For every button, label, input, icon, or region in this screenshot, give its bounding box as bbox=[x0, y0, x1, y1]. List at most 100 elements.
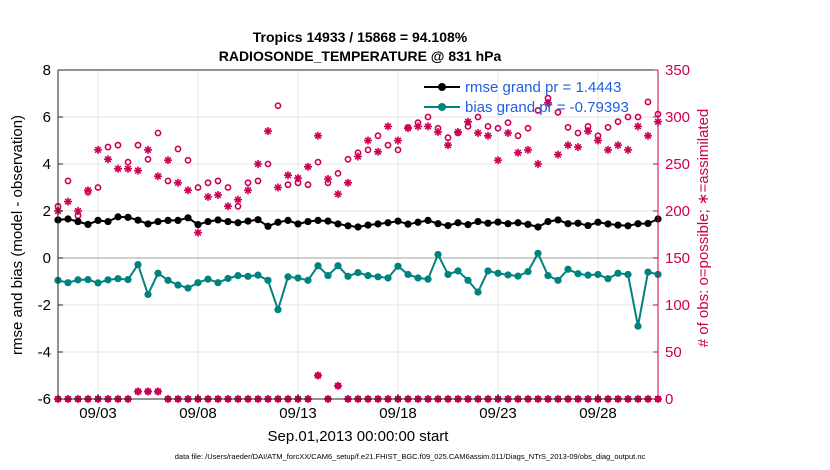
rmse-point bbox=[64, 215, 72, 223]
rmse-point bbox=[354, 223, 362, 231]
assimilated-point bbox=[94, 145, 102, 154]
bias-point bbox=[234, 272, 242, 280]
rmse-point bbox=[434, 220, 442, 228]
chart-subtitle: RADIOSONDE_TEMPERATURE @ 831 hPa bbox=[219, 48, 502, 64]
assimilated-point bbox=[214, 191, 222, 199]
rmse-point bbox=[244, 217, 252, 225]
assimilated-point bbox=[494, 156, 502, 165]
possible-point bbox=[184, 156, 192, 164]
bias-point bbox=[174, 281, 182, 289]
bias-point bbox=[204, 275, 212, 283]
y2-tick-label: 350 bbox=[665, 62, 690, 79]
rmse-point bbox=[174, 216, 182, 224]
bias-point bbox=[364, 272, 372, 280]
possible-point bbox=[374, 132, 382, 140]
bias-point bbox=[84, 276, 92, 284]
possible-point bbox=[274, 102, 282, 110]
assimilated-point bbox=[174, 178, 182, 187]
bias-point bbox=[74, 276, 82, 284]
rmse-point bbox=[254, 216, 262, 224]
bias-point bbox=[194, 279, 202, 287]
assimilated-point bbox=[284, 171, 292, 180]
bias-point bbox=[314, 262, 322, 270]
possible-point bbox=[644, 98, 652, 106]
assimilated-point bbox=[134, 166, 142, 175]
rmse-point bbox=[414, 218, 422, 226]
y2-tick-label: 200 bbox=[665, 203, 690, 220]
rmse-point bbox=[484, 219, 492, 227]
legend-bias-marker bbox=[438, 103, 446, 111]
assimilated-point bbox=[374, 147, 382, 156]
bias-point bbox=[184, 284, 192, 292]
possible-point bbox=[224, 184, 232, 191]
possible-point bbox=[164, 177, 172, 185]
y2-tick-label: 50 bbox=[665, 344, 682, 361]
rmse-point bbox=[214, 216, 222, 224]
possible-point bbox=[514, 132, 522, 140]
assimilated-point bbox=[524, 145, 532, 154]
possible-point bbox=[214, 177, 222, 185]
rmse-point bbox=[334, 220, 342, 228]
assimilated-point bbox=[344, 178, 352, 187]
rmse-point bbox=[124, 213, 132, 221]
bias-point bbox=[284, 273, 292, 281]
bias-point bbox=[274, 306, 282, 314]
possible-lower-point bbox=[154, 388, 162, 395]
rmse-point bbox=[504, 220, 512, 228]
possible-point bbox=[264, 160, 272, 168]
bias-point bbox=[424, 275, 432, 283]
rmse-point bbox=[534, 223, 542, 231]
possible-lower-point bbox=[314, 372, 322, 379]
rmse-point bbox=[284, 216, 292, 224]
assimilated-point bbox=[434, 128, 442, 136]
assimilated-point bbox=[644, 131, 652, 140]
bias-point bbox=[124, 276, 132, 284]
assimilated-point bbox=[484, 131, 492, 140]
possible-point bbox=[444, 134, 452, 142]
assimilated-point bbox=[404, 124, 412, 133]
bias-point bbox=[294, 274, 302, 282]
rmse-point bbox=[234, 219, 242, 227]
assimilated-point bbox=[554, 150, 562, 159]
y2-tick-label: 100 bbox=[665, 297, 690, 314]
rmse-point bbox=[94, 216, 102, 224]
possible-point bbox=[344, 155, 352, 163]
possible-point bbox=[394, 146, 402, 154]
assimilated-point bbox=[324, 175, 332, 183]
rmse-point bbox=[294, 220, 302, 228]
assimilated-point bbox=[234, 195, 242, 204]
possible-point bbox=[144, 155, 152, 163]
assimilated-point bbox=[514, 148, 522, 157]
x-tick-label: 09/08 bbox=[179, 405, 217, 422]
rmse-point bbox=[84, 220, 92, 228]
assimilated-point bbox=[564, 141, 572, 150]
bias-point bbox=[104, 276, 112, 284]
y-tick-label: 2 bbox=[43, 203, 51, 220]
assimilated-point bbox=[314, 131, 322, 140]
rmse-point bbox=[494, 218, 502, 226]
possible-point bbox=[334, 169, 342, 177]
footnote: data file: /Users/raeder/DAI/ATM_forcXX/… bbox=[175, 452, 646, 461]
bias-point bbox=[224, 274, 232, 283]
assimilated-point bbox=[64, 197, 72, 206]
legend-bias-label: bias grand pr = -0.79393 bbox=[465, 99, 629, 116]
assimilated-point bbox=[224, 202, 232, 211]
possible-point bbox=[504, 119, 512, 127]
bias-point bbox=[214, 279, 222, 287]
assimilated-point bbox=[154, 172, 162, 181]
rmse-point bbox=[624, 222, 632, 230]
rmse-point bbox=[344, 222, 352, 230]
assimilated-point bbox=[614, 141, 622, 150]
assimilated-point bbox=[454, 128, 462, 136]
y-tick-label: 8 bbox=[43, 62, 51, 79]
possible-point bbox=[624, 113, 632, 121]
possible-point bbox=[474, 113, 482, 121]
rmse-point bbox=[274, 218, 282, 226]
y-tick-label: -2 bbox=[38, 297, 51, 314]
assimilated-point bbox=[124, 164, 132, 173]
assimilated-point bbox=[104, 155, 112, 164]
assimilated-point bbox=[354, 152, 362, 161]
rmse-point bbox=[574, 219, 582, 227]
rmse-point bbox=[314, 216, 322, 224]
possible-lower-point bbox=[334, 382, 342, 390]
